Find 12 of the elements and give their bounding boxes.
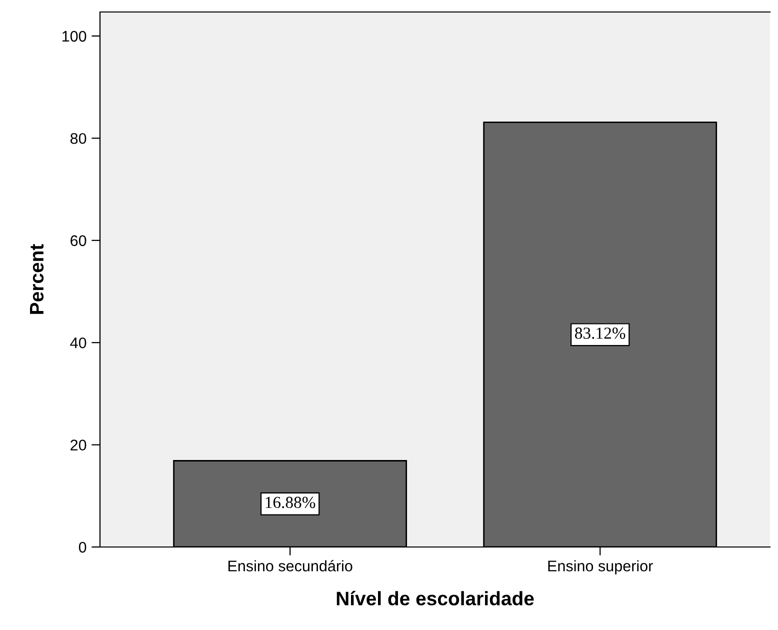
y-tick-label: 20 <box>70 440 86 450</box>
x-tick-label: Ensino superior <box>548 560 653 574</box>
x-axis-title: Nível de escolaridade <box>336 590 534 606</box>
y-tick-label: 100 <box>62 30 86 42</box>
y-tick-label: 80 <box>70 133 86 144</box>
data-label: 16.88% <box>266 496 316 508</box>
x-tick-label: Ensino secundário <box>228 560 352 572</box>
y-tick-label: 0 <box>78 542 86 553</box>
y-axis-title: Percent <box>30 244 44 314</box>
y-tick-label: 40 <box>70 337 86 348</box>
data-label: 83.12% <box>575 328 626 339</box>
y-tick-label: 60 <box>70 235 86 246</box>
